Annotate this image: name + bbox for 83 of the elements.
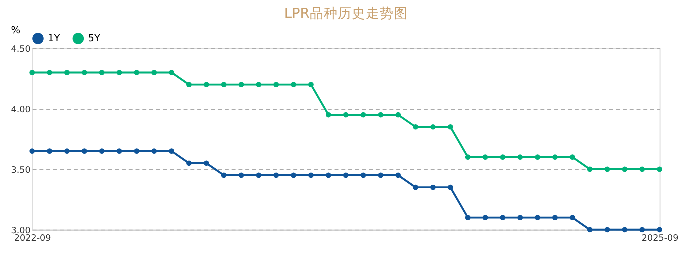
point xyxy=(482,215,488,220)
point xyxy=(134,148,140,154)
point xyxy=(430,184,436,190)
point xyxy=(64,148,70,154)
point xyxy=(360,112,366,118)
point xyxy=(587,227,593,233)
legend-label: 5Y xyxy=(88,34,100,45)
point xyxy=(343,172,349,178)
point xyxy=(256,82,262,88)
point xyxy=(535,215,540,220)
point xyxy=(500,154,506,160)
point xyxy=(552,154,558,160)
point xyxy=(482,154,488,160)
point xyxy=(291,172,296,178)
point xyxy=(204,160,210,166)
point xyxy=(535,154,540,160)
point xyxy=(47,70,52,76)
point xyxy=(622,166,628,172)
point xyxy=(552,215,558,220)
y-tick-label: 4.00 xyxy=(11,105,32,116)
x-tick-label: 2022-09 xyxy=(14,234,52,244)
point xyxy=(99,148,105,154)
point xyxy=(570,215,576,220)
point xyxy=(30,70,36,76)
point xyxy=(152,70,158,76)
point xyxy=(640,227,646,233)
y-tick-label: 3.50 xyxy=(11,166,32,176)
x-tick-label: 2025-09 xyxy=(642,234,679,244)
point xyxy=(604,166,610,172)
point xyxy=(413,184,418,190)
point xyxy=(604,227,610,233)
point xyxy=(169,70,174,76)
point xyxy=(169,148,174,154)
point xyxy=(326,112,332,118)
point xyxy=(291,82,296,88)
point xyxy=(64,70,70,76)
legend-label: 1Y xyxy=(48,34,60,45)
point xyxy=(134,70,140,76)
point xyxy=(116,70,122,76)
point xyxy=(256,172,262,178)
point xyxy=(378,172,384,178)
point xyxy=(238,82,244,88)
point xyxy=(186,160,192,166)
point xyxy=(204,82,210,88)
point xyxy=(657,166,662,172)
point xyxy=(326,172,332,178)
y-axis-title: % xyxy=(11,25,21,36)
point xyxy=(308,82,314,88)
y-tick-label: 4.50 xyxy=(11,44,32,55)
point xyxy=(448,184,454,190)
chart-title: LPR品种历史走势图 xyxy=(284,6,408,22)
point xyxy=(274,172,280,178)
point xyxy=(360,172,366,178)
point xyxy=(99,70,105,76)
point xyxy=(221,82,227,88)
point xyxy=(518,215,524,220)
point xyxy=(343,112,349,118)
point xyxy=(238,172,244,178)
point xyxy=(640,166,646,172)
point xyxy=(308,172,314,178)
point xyxy=(500,215,506,220)
point xyxy=(82,148,88,154)
point xyxy=(152,148,158,154)
point xyxy=(587,166,593,172)
point xyxy=(116,148,122,154)
point xyxy=(430,124,436,130)
point xyxy=(396,172,402,178)
point xyxy=(465,154,471,160)
point xyxy=(396,112,402,118)
point xyxy=(47,148,52,154)
point xyxy=(82,70,88,76)
point xyxy=(221,172,227,178)
point xyxy=(413,124,418,130)
point xyxy=(448,124,454,130)
point xyxy=(570,154,576,160)
point xyxy=(465,215,471,220)
point xyxy=(518,154,524,160)
point xyxy=(274,82,280,88)
point xyxy=(657,227,662,233)
point xyxy=(622,227,628,233)
point xyxy=(186,82,192,88)
point xyxy=(30,148,36,154)
point xyxy=(378,112,384,118)
